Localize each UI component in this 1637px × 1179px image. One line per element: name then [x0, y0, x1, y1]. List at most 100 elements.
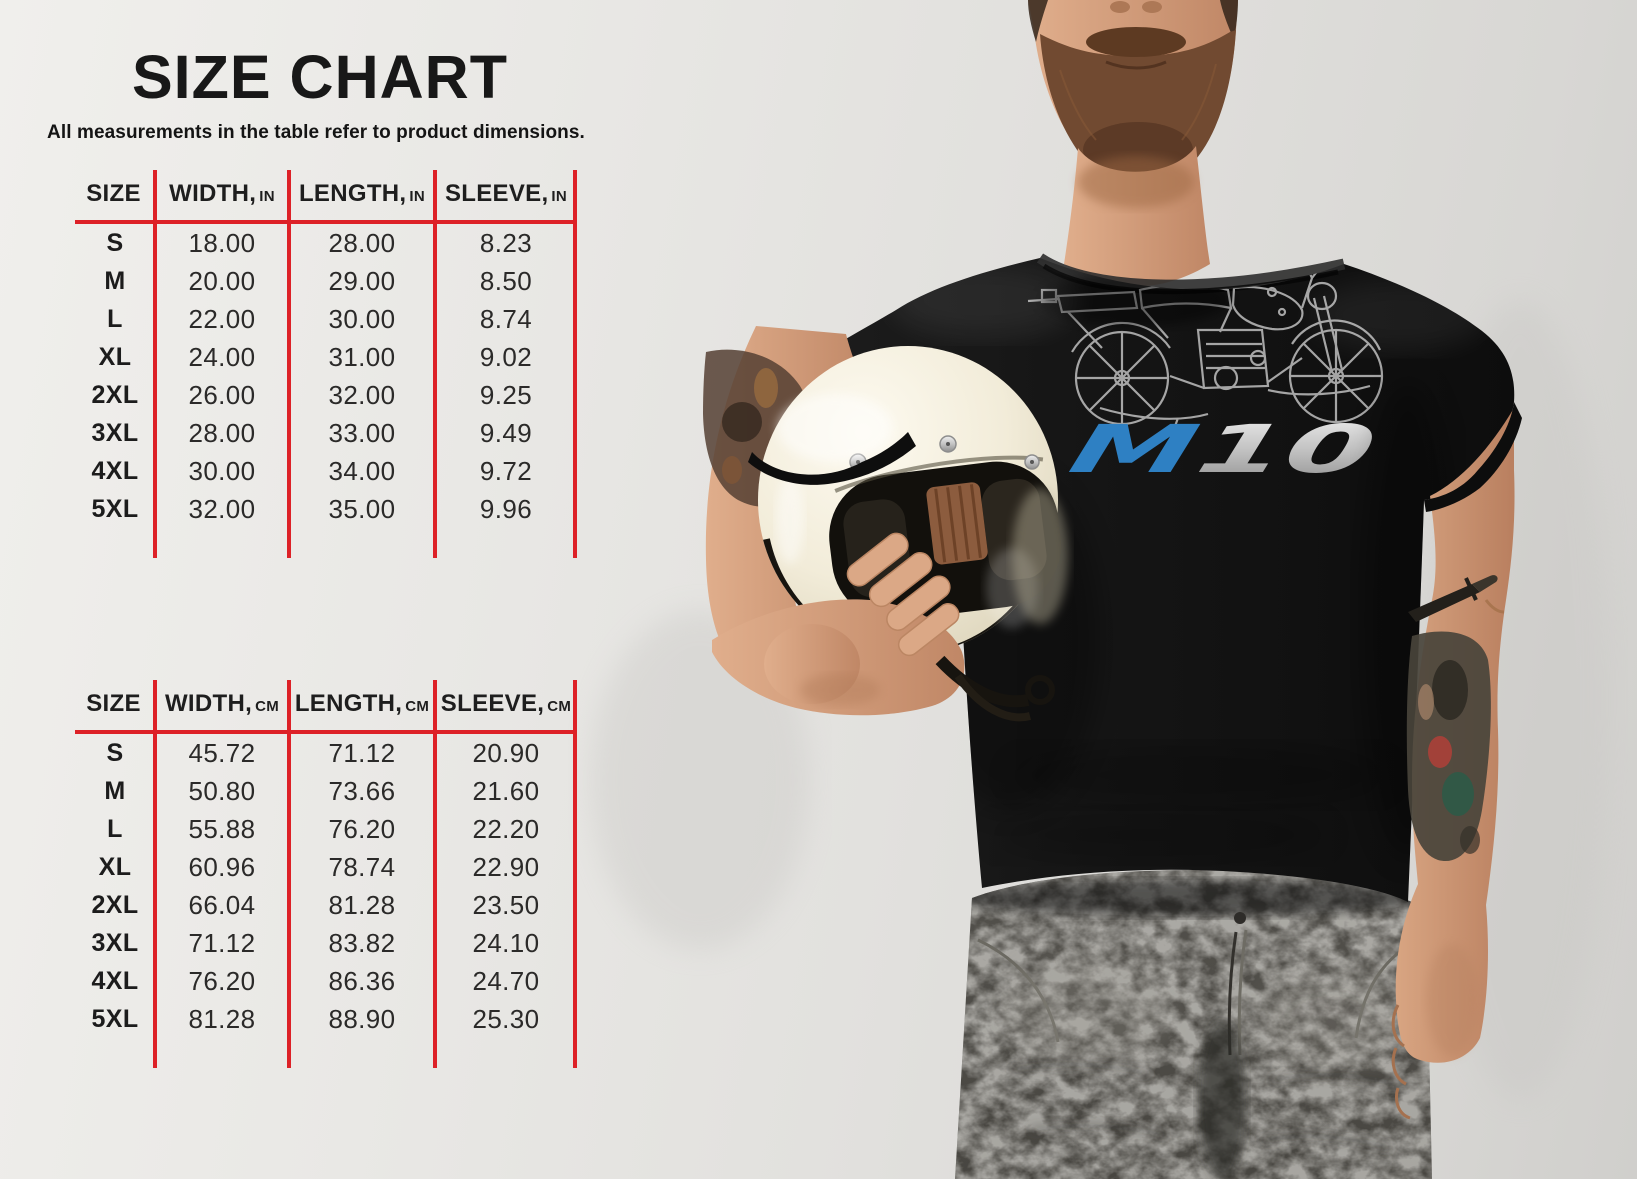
sleeve-value: 23.50 — [472, 889, 540, 920]
sideburn-right — [1220, 0, 1238, 40]
width-value: 71.12 — [188, 927, 256, 958]
length-value: 35.00 — [328, 493, 396, 524]
length-value: 34.00 — [328, 455, 396, 486]
column-divider-line — [573, 680, 577, 1068]
right-arm — [1391, 408, 1515, 1120]
length-value: 81.28 — [328, 889, 396, 920]
size-label: 4XL — [91, 966, 139, 995]
table-body: S 45.72 71.12 20.90 M 50.80 73.66 21.60 … — [75, 734, 577, 1038]
width-value: 66.04 — [188, 889, 256, 920]
length-value: 83.82 — [328, 927, 396, 958]
length-value: 33.00 — [328, 417, 396, 448]
size-label: 5XL — [91, 1004, 139, 1033]
size-row: L 22.00 30.00 8.74 — [75, 300, 577, 338]
sleeve-value: 9.49 — [479, 417, 533, 448]
page-subtitle: All measurements in the table refer to p… — [47, 122, 585, 143]
width-value: 22.00 — [188, 303, 256, 334]
width-value: 20.00 — [188, 265, 256, 296]
table-header-row: SIZE WIDTH, IN LENGTH, IN SLEEVE, IN — [75, 168, 577, 220]
column-header-label: SLEEVE, — [444, 180, 549, 207]
width-value: 76.20 — [188, 965, 256, 996]
column-header-unit: IN — [409, 188, 426, 205]
column-divider-line — [153, 170, 157, 558]
column-header-label: LENGTH, — [294, 690, 403, 717]
sleeve-value: 9.02 — [479, 341, 533, 372]
table-header-row: SIZE WIDTH, CM LENGTH, CM SLEEVE, CM — [75, 678, 577, 730]
column-divider-line — [287, 680, 291, 1068]
size-row: XL 24.00 31.00 9.02 — [75, 338, 577, 376]
nose-shadow — [1110, 1, 1130, 13]
width-value: 24.00 — [188, 341, 256, 372]
length-value: 32.00 — [328, 379, 396, 410]
size-label: 5XL — [91, 494, 139, 523]
mustache — [1086, 27, 1186, 57]
width-value: 50.80 — [188, 775, 256, 806]
column-header: SIZE — [75, 180, 155, 208]
length-value: 31.00 — [328, 341, 396, 372]
sleeve-value: 25.30 — [472, 1003, 540, 1034]
column-divider-line — [433, 680, 437, 1068]
size-row: M 20.00 29.00 8.50 — [75, 262, 577, 300]
size-row: 3XL 71.12 83.82 24.10 — [75, 924, 577, 962]
logo-number-10: 10 — [1190, 410, 1384, 487]
width-value: 81.28 — [188, 1003, 256, 1034]
column-header-unit: CM — [547, 698, 572, 715]
column-divider-line — [287, 170, 291, 558]
size-row: L 55.88 76.20 22.20 — [75, 810, 577, 848]
size-label: M — [104, 776, 126, 805]
column-header-label: SLEEVE, — [440, 690, 545, 717]
column-header: LENGTH, CM — [289, 690, 435, 718]
width-value: 32.00 — [188, 493, 256, 524]
size-row: S 18.00 28.00 8.23 — [75, 224, 577, 262]
column-header-unit: CM — [405, 698, 430, 715]
size-label: 4XL — [91, 456, 139, 485]
size-row: 4XL 30.00 34.00 9.72 — [75, 452, 577, 490]
size-label: 2XL — [91, 890, 139, 919]
width-value: 26.00 — [188, 379, 256, 410]
nose-shadow — [1142, 1, 1162, 13]
size-row: 2XL 66.04 81.28 23.50 — [75, 886, 577, 924]
fingers — [846, 532, 960, 657]
size-row: S 45.72 71.12 20.90 — [75, 734, 577, 772]
size-row: 5XL 81.28 88.90 25.30 — [75, 1000, 577, 1038]
left-hand — [712, 532, 965, 716]
width-value: 30.00 — [188, 455, 256, 486]
width-value: 28.00 — [188, 417, 256, 448]
sleeve-value: 8.50 — [479, 265, 533, 296]
size-table-cm: SIZE WIDTH, CM LENGTH, CM SLEEVE, CM S 45.7… — [75, 678, 577, 1070]
column-header-label: WIDTH, — [164, 690, 253, 717]
size-row: 2XL 26.00 32.00 9.25 — [75, 376, 577, 414]
column-header: SLEEVE, CM — [435, 690, 577, 718]
length-value: 73.66 — [328, 775, 396, 806]
size-row: 4XL 76.20 86.36 24.70 — [75, 962, 577, 1000]
length-value: 86.36 — [328, 965, 396, 996]
size-label: 3XL — [91, 928, 139, 957]
column-divider-line — [433, 170, 437, 558]
size-label: M — [104, 266, 126, 295]
column-header: WIDTH, CM — [155, 690, 289, 718]
column-header-label: LENGTH, — [298, 180, 407, 207]
sleeve-value: 9.96 — [479, 493, 533, 524]
sleeve-value: 8.74 — [479, 303, 533, 334]
size-chart-panel: SIZE CHART All measurements in the table… — [0, 0, 660, 1179]
m10-logo: M 10 — [1062, 410, 1383, 487]
length-value: 76.20 — [328, 813, 396, 844]
helmet — [758, 346, 1068, 654]
neck — [1064, 146, 1210, 287]
size-label: S — [106, 228, 124, 257]
size-label: 2XL — [91, 380, 139, 409]
size-row: 3XL 28.00 33.00 9.49 — [75, 414, 577, 452]
column-divider-line — [573, 170, 577, 558]
column-header-unit: CM — [255, 698, 280, 715]
size-label: L — [107, 814, 123, 843]
sleeve-value: 24.10 — [472, 927, 540, 958]
sleeve-value: 21.60 — [472, 775, 540, 806]
sleeve-hems — [748, 402, 1522, 512]
column-header-label: SIZE — [86, 690, 141, 717]
length-value: 30.00 — [328, 303, 396, 334]
table-body: S 18.00 28.00 8.23 M 20.00 29.00 8.50 L — [75, 224, 577, 528]
length-value: 78.74 — [328, 851, 396, 882]
column-header-label: SIZE — [86, 180, 141, 207]
sleeve-value: 22.90 — [472, 851, 540, 882]
